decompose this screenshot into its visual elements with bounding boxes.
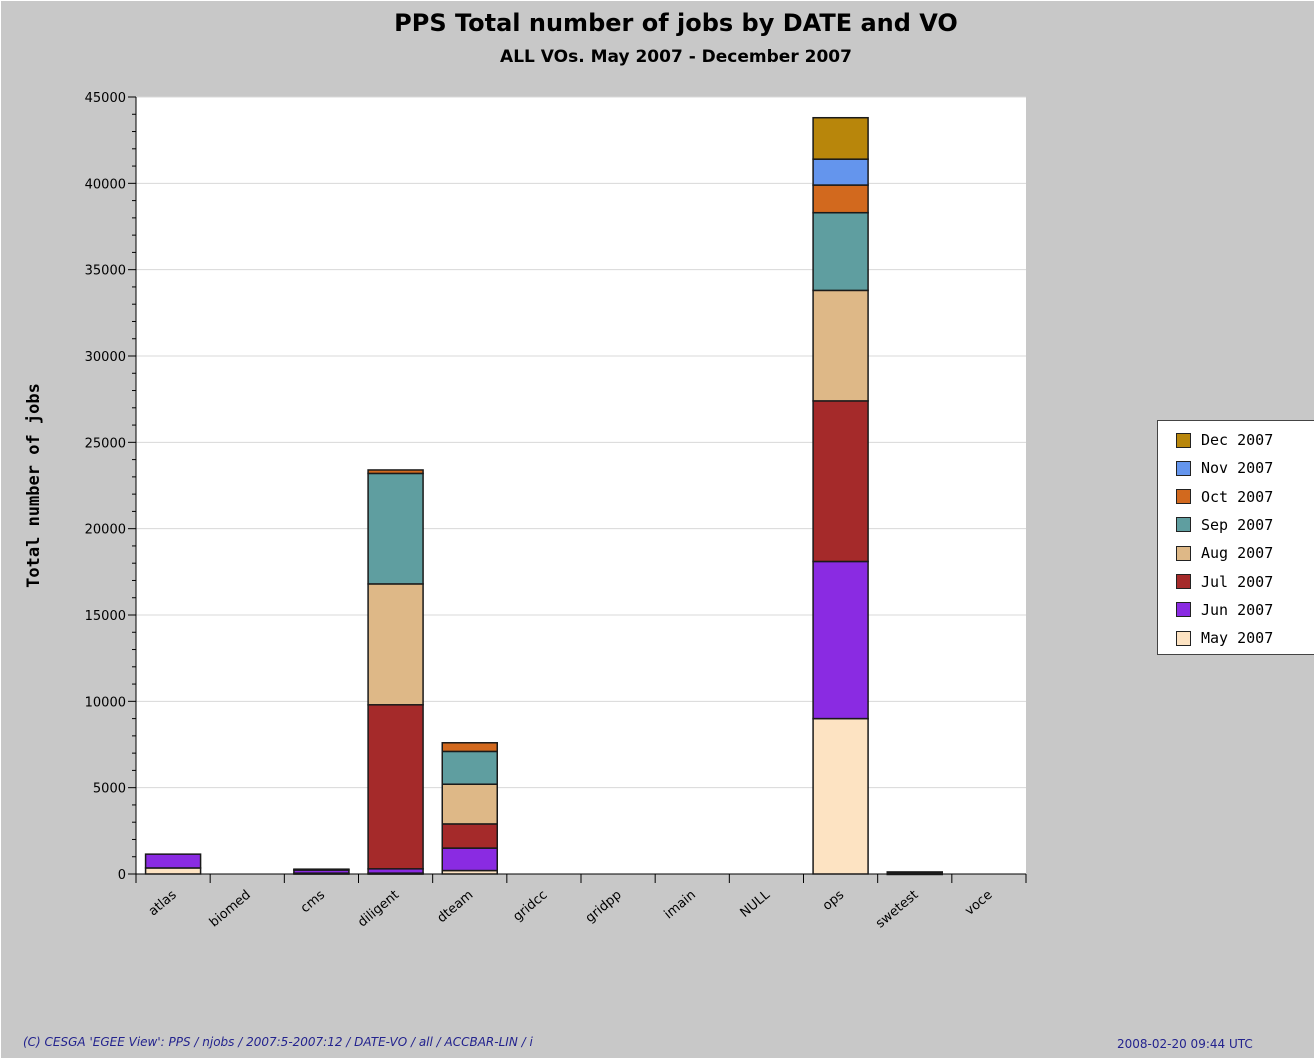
y-tick-label: 0 — [118, 868, 126, 883]
legend-label: Nov 2007 — [1201, 459, 1274, 478]
legend-label: Dec 2007 — [1201, 431, 1274, 449]
x-tick-label: atlas — [146, 887, 180, 919]
bar-segment — [367, 472, 424, 585]
y-tick-label: 10000 — [85, 695, 126, 710]
footer-credit: (C) CESGA 'EGEE View': PPS / njobs / 200… — [23, 1035, 533, 1049]
chart-subtitle: ALL VOs. May 2007 - December 2007 — [500, 47, 852, 67]
x-tick-label: gridcc — [510, 888, 550, 925]
x-tick-label: ops — [820, 887, 847, 913]
bar-segment — [367, 583, 424, 706]
x-tick-label: voce — [962, 888, 995, 919]
x-tick-label: cms — [298, 887, 328, 916]
bar-segment — [886, 871, 943, 874]
chart-legend: Dec 2007 Nov 2007 Oct 2007 Sep 2007 Aug 2007… — [1157, 420, 1314, 655]
x-tick-label: dteam — [435, 888, 477, 926]
footer-timestamp: 2008-02-20 09:44 UTC — [1117, 1037, 1253, 1051]
x-tick-label: imain — [662, 888, 699, 923]
legend-swatch — [1176, 460, 1191, 476]
legend-item: Jun 2007 — [1176, 599, 1273, 621]
legend-label: Aug 2007 — [1201, 544, 1274, 563]
legend-item: Oct 2007 — [1176, 486, 1273, 508]
legend-item: Dec 2007 — [1176, 429, 1273, 451]
y-tick-label: 5000 — [93, 782, 126, 797]
legend-item: Jul 2007 — [1176, 571, 1273, 593]
y-tick-label: 15000 — [85, 609, 126, 624]
legend-swatch — [1176, 489, 1191, 505]
y-tick-label: 25000 — [85, 436, 126, 451]
bar-segment — [144, 867, 202, 875]
bar-segment — [812, 560, 869, 720]
bar-segment — [441, 783, 498, 825]
bar-segment — [441, 750, 498, 785]
legend-item: Aug 2007 — [1176, 542, 1273, 564]
legend-item: May 2007 — [1176, 627, 1273, 649]
legend-swatch — [1176, 545, 1191, 561]
legend-label: Oct 2007 — [1201, 487, 1274, 506]
legend-swatch — [1176, 432, 1191, 448]
bar-segment — [367, 469, 424, 475]
y-tick-label: 45000 — [85, 91, 126, 106]
bar-segment — [812, 289, 869, 402]
x-tick-label: gridpp — [583, 888, 625, 926]
legend-label: May 2007 — [1201, 629, 1274, 648]
bar-segment — [367, 704, 424, 870]
legend-swatch — [1176, 517, 1191, 533]
bar-segment — [293, 868, 350, 871]
legend-label: Sep 2007 — [1201, 515, 1274, 534]
x-tick-label: diligent — [355, 888, 402, 931]
bar-segment — [812, 211, 869, 292]
x-tick-label: NULL — [738, 887, 774, 921]
legend-item: Sep 2007 — [1176, 514, 1273, 536]
y-tick-label: 40000 — [85, 177, 126, 192]
legend-swatch — [1176, 602, 1191, 618]
chart-title: PPS Total number of jobs by DATE and VO — [394, 9, 958, 37]
bar-segment — [812, 158, 869, 186]
x-tick-label: biomed — [207, 888, 254, 931]
bar-segment — [441, 823, 498, 849]
bar-segment — [441, 847, 498, 872]
legend-label: Jul 2007 — [1201, 572, 1274, 591]
legend-swatch — [1176, 630, 1191, 646]
y-axis-label: Total number of jobs — [24, 383, 44, 588]
bar-segment — [144, 853, 202, 869]
y-tick-label: 30000 — [85, 350, 126, 365]
bar-segment — [812, 184, 869, 214]
legend-item: Nov 2007 — [1176, 457, 1273, 479]
y-tick-label: 35000 — [85, 264, 126, 279]
bar-segment — [441, 742, 498, 753]
plot-area — [136, 97, 1026, 874]
legend-swatch — [1176, 574, 1191, 589]
bar-segment — [812, 717, 869, 875]
legend-label: Jun 2007 — [1201, 600, 1274, 619]
y-tick-label: 20000 — [85, 523, 126, 538]
bar-segment — [812, 400, 869, 563]
bar-segment — [812, 116, 869, 160]
x-tick-label: swetest — [873, 888, 921, 932]
